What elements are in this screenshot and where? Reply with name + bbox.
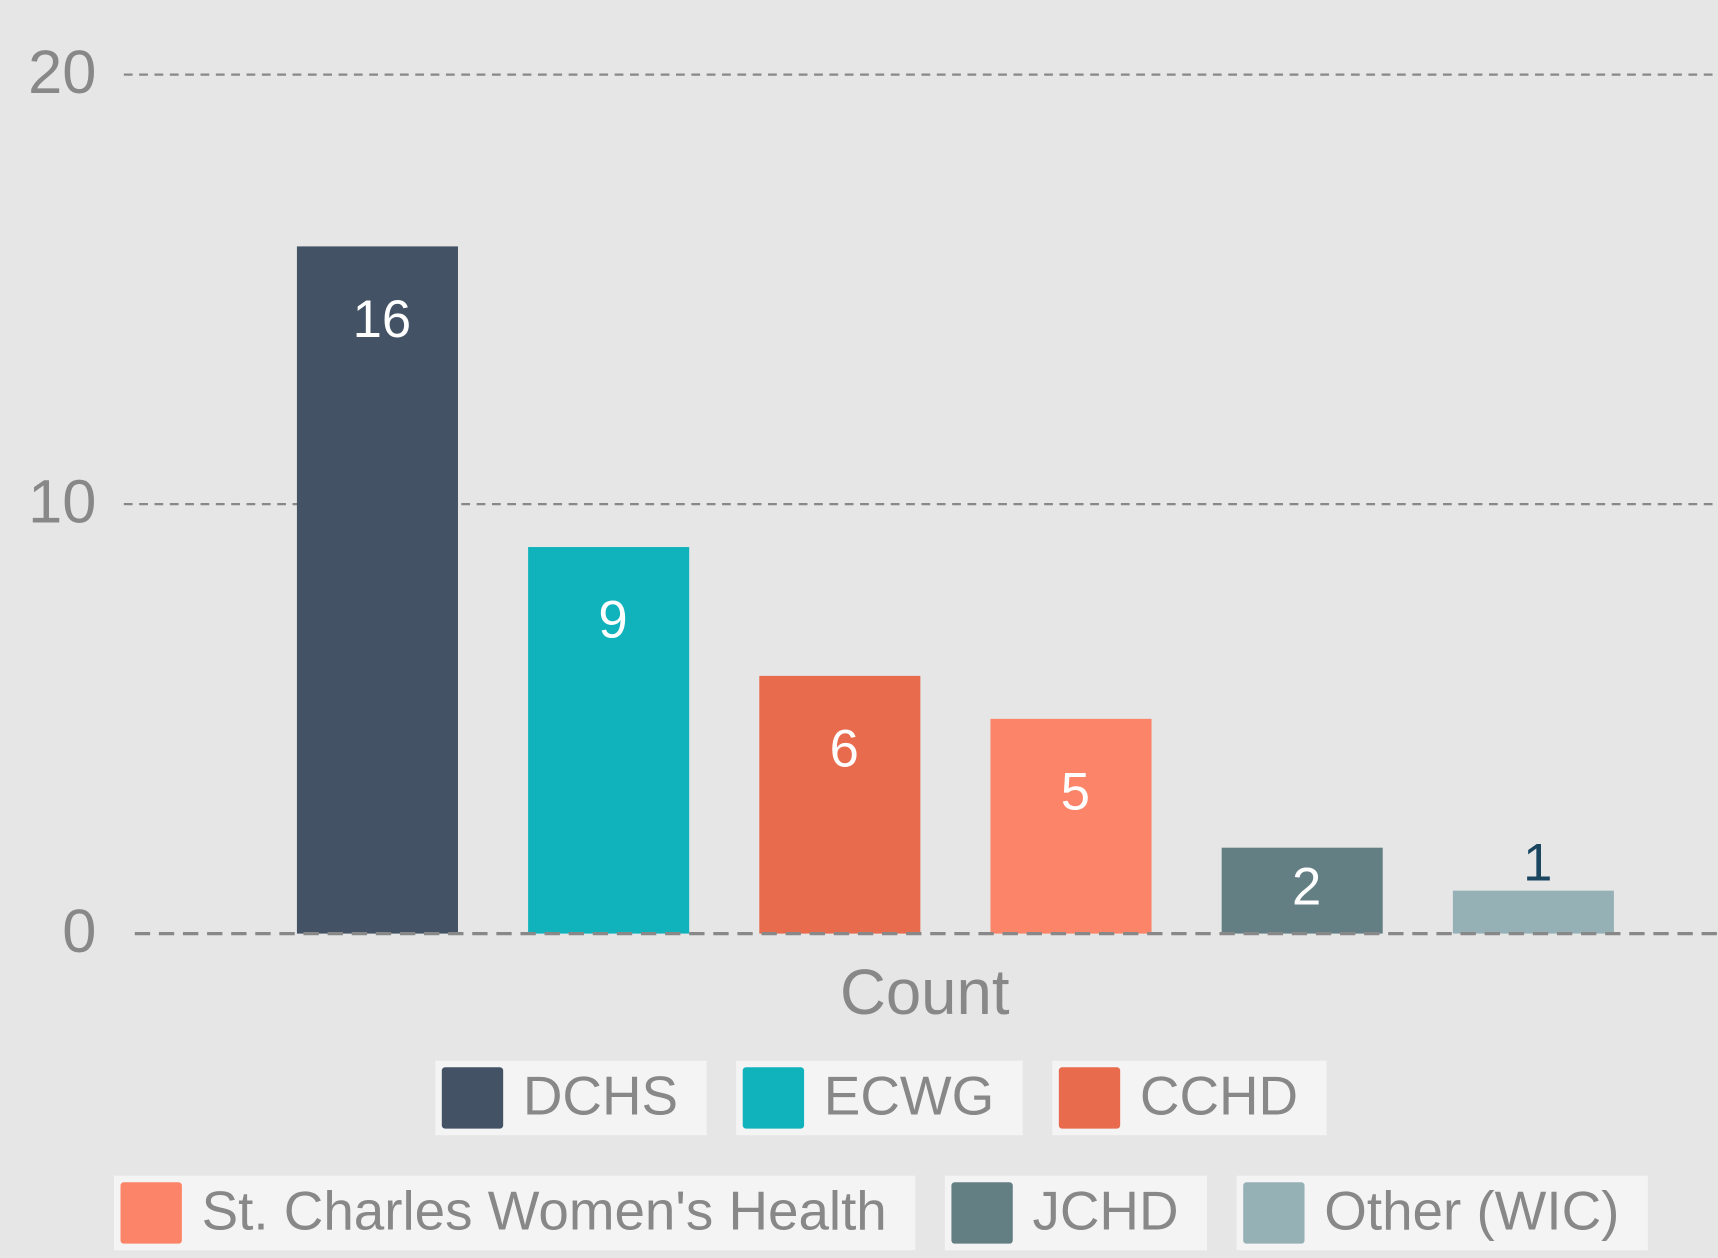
legend-swatch [120,1182,182,1244]
value-label: 5 [1061,762,1090,821]
legend-background [113,1175,916,1251]
value-label: 2 [1292,858,1321,917]
bar [1452,890,1614,934]
legend-item: CCHD [1052,1060,1327,1136]
value-label: 6 [830,719,859,778]
legend-swatch [951,1182,1013,1244]
bar [759,675,921,934]
legend-item: St. Charles Women's Health [113,1175,916,1251]
bar [296,246,458,934]
legend-swatch [441,1067,504,1129]
legend-label: ECWG [824,1065,994,1127]
value-label: 1 [1523,833,1552,892]
y-tick-label: 10 [28,467,96,536]
legend-label: CCHD [1140,1065,1298,1127]
y-tick-label: 0 [62,897,96,966]
legend-label: Other (WIC) [1324,1180,1619,1242]
legend-item: JCHD [944,1175,1208,1251]
legend-label: DCHS [523,1065,678,1127]
bar [1221,847,1383,934]
legend-swatch [742,1067,805,1129]
legend-label: JCHD [1032,1180,1178,1242]
bar [528,547,690,934]
x-tick-label: Count [840,957,1010,1028]
legend-item: ECWG [736,1060,1023,1136]
legend-swatch [1243,1182,1305,1244]
legend-swatch [1058,1067,1121,1129]
value-label: 16 [353,290,411,349]
legend-label: St. Charles Women's Health [202,1180,887,1242]
y-tick-label: 20 [28,38,96,107]
value-label: 9 [598,591,627,650]
legend-background [1236,1175,1648,1251]
legend-item: Other (WIC) [1236,1175,1648,1251]
bar [990,718,1152,934]
legend-item: DCHS [435,1060,707,1136]
